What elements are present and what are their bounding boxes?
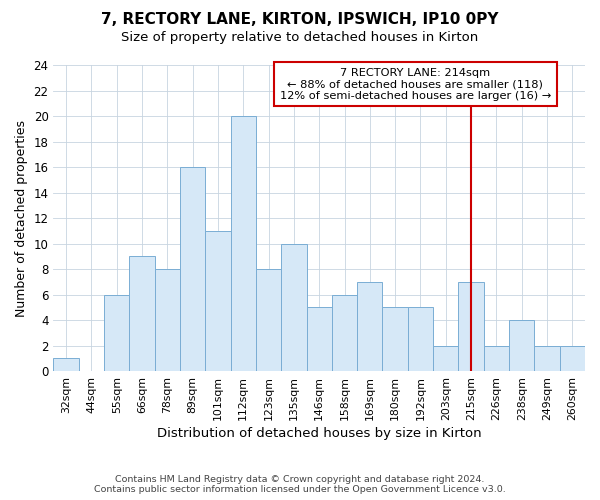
Bar xyxy=(205,231,230,371)
Bar xyxy=(357,282,382,371)
Bar xyxy=(332,294,357,371)
Bar xyxy=(458,282,484,371)
Bar xyxy=(256,269,281,371)
Bar xyxy=(509,320,535,371)
Bar xyxy=(408,308,433,371)
Bar xyxy=(560,346,585,371)
Text: 7, RECTORY LANE, KIRTON, IPSWICH, IP10 0PY: 7, RECTORY LANE, KIRTON, IPSWICH, IP10 0… xyxy=(101,12,499,28)
Bar xyxy=(53,358,79,371)
Text: 7 RECTORY LANE: 214sqm
← 88% of detached houses are smaller (118)
12% of semi-de: 7 RECTORY LANE: 214sqm ← 88% of detached… xyxy=(280,68,551,101)
Bar xyxy=(433,346,458,371)
X-axis label: Distribution of detached houses by size in Kirton: Distribution of detached houses by size … xyxy=(157,427,482,440)
Text: Size of property relative to detached houses in Kirton: Size of property relative to detached ho… xyxy=(121,31,479,44)
Bar xyxy=(230,116,256,371)
Bar xyxy=(484,346,509,371)
Bar xyxy=(281,244,307,371)
Bar xyxy=(180,167,205,371)
Text: Contains HM Land Registry data © Crown copyright and database right 2024.
Contai: Contains HM Land Registry data © Crown c… xyxy=(94,474,506,494)
Y-axis label: Number of detached properties: Number of detached properties xyxy=(15,120,28,316)
Bar xyxy=(535,346,560,371)
Bar xyxy=(155,269,180,371)
Bar xyxy=(130,256,155,371)
Bar xyxy=(104,294,130,371)
Bar xyxy=(307,308,332,371)
Bar xyxy=(382,308,408,371)
